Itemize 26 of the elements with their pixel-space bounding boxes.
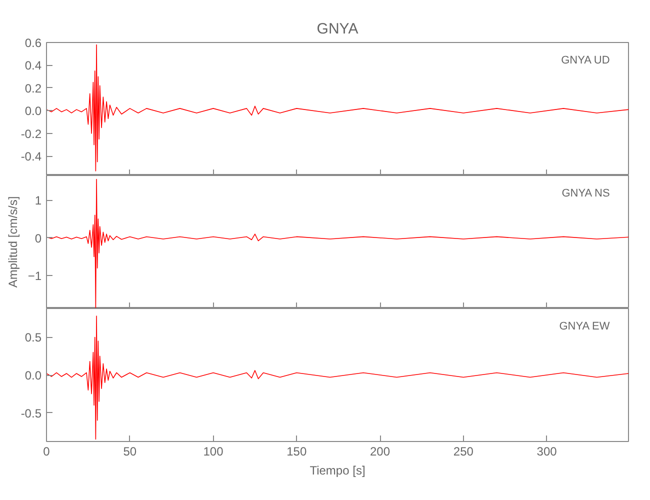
annotation: GNYA EW xyxy=(559,320,610,332)
y-tick-label: 0.0 xyxy=(24,368,42,382)
y-tick-label: −1 xyxy=(28,269,42,284)
y-tick-label: 0.4 xyxy=(24,58,42,73)
chart-title: GNYA xyxy=(316,20,358,38)
y-tick-label: -0.5 xyxy=(20,406,42,420)
y-tick-label: 0.5 xyxy=(24,330,42,345)
x-tick-label: 100 xyxy=(203,444,224,458)
y-tick-label: 0.2 xyxy=(24,81,42,96)
x-tick-label: 0 xyxy=(43,444,50,458)
x-tick-label: 50 xyxy=(123,444,137,458)
y-tick-label: 0.0 xyxy=(24,104,42,118)
x-tick-label: 250 xyxy=(453,444,474,458)
y-tick-label: -0.2 xyxy=(20,126,42,141)
x-tick-label: 150 xyxy=(286,444,307,458)
x-axis-title: Tiempo [s] xyxy=(310,464,366,478)
x-tick-label: 200 xyxy=(370,444,390,458)
annotation: GNYA UD xyxy=(561,54,610,66)
annotation: GNYA NS xyxy=(562,188,610,200)
x-tick-label: 300 xyxy=(536,444,558,458)
y-tick-label: 0.6 xyxy=(24,36,42,50)
y-tick-label: -0.4 xyxy=(20,150,42,164)
line-series xyxy=(46,44,628,172)
y-tick-label: 1 xyxy=(34,194,42,208)
y-axis-title: Amplitud [cm/s/s] xyxy=(6,196,20,288)
y-tick-label: 0 xyxy=(34,231,42,246)
